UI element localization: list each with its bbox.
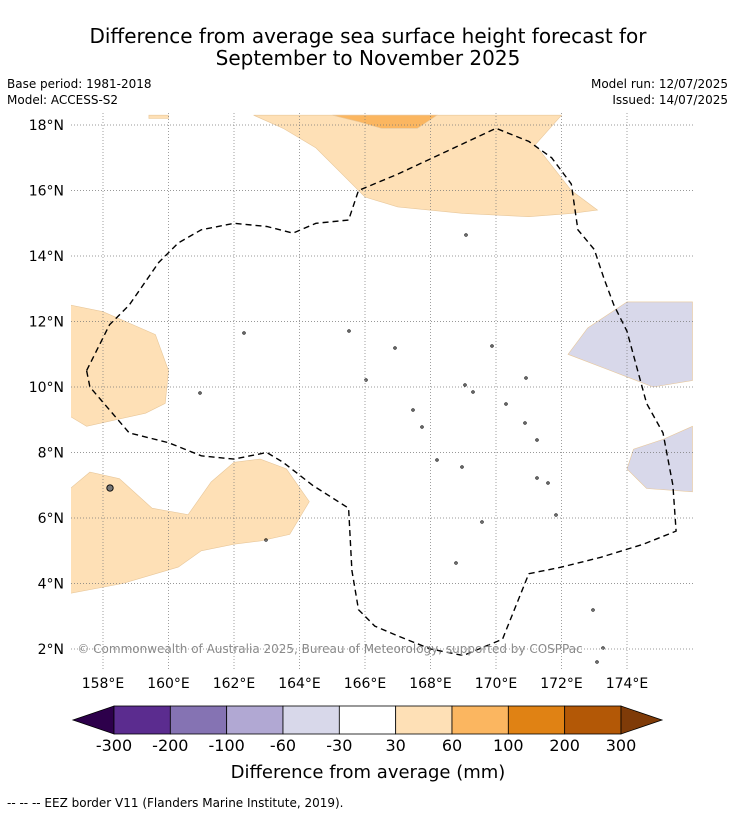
colorbar-swatch — [226, 705, 284, 735]
colorbar-tick-label: -60 — [270, 736, 296, 755]
colorbar-swatch — [451, 705, 509, 735]
x-axis-ticks: 158°E 160°E 162°E 164°E 166°E 168°E 170°E 172°E… — [82, 676, 649, 692]
island-marker — [420, 425, 424, 429]
x-tick-label: 174°E — [606, 676, 649, 692]
x-tick-label: 168°E — [409, 676, 452, 692]
island-marker — [106, 484, 114, 492]
anomaly-region-4 — [71, 304, 169, 427]
colorbar-under-arrow — [71, 705, 115, 735]
eez-footer-note: -- -- -- EEZ border V11 (Flanders Marine… — [7, 796, 344, 810]
colorbar-swatch — [395, 705, 453, 735]
y-tick-label: 10°N — [29, 380, 64, 396]
island-marker — [480, 520, 484, 524]
island-marker — [464, 233, 468, 237]
colorbar-tick-label: -300 — [96, 736, 132, 755]
colorbar-tick-label: 60 — [442, 736, 462, 755]
x-tick-label: 172°E — [540, 676, 583, 692]
x-tick-label: 166°E — [344, 676, 387, 692]
island-outlines — [106, 233, 605, 664]
island-marker — [504, 402, 508, 406]
colorbar-tick-label: 30 — [385, 736, 405, 755]
anomaly-regions — [71, 114, 693, 594]
island-marker — [435, 458, 439, 462]
x-tick-label: 158°E — [82, 676, 125, 692]
chart-title-line1: Difference from average sea surface heig… — [89, 24, 647, 48]
base-period: Base period: 1981-2018 — [7, 77, 152, 91]
copyright-notice: © Commonwealth of Australia 2025, Bureau… — [77, 642, 582, 656]
island-marker — [595, 660, 599, 664]
anomaly-region-7 — [626, 425, 693, 493]
anomaly-region-2 — [253, 114, 599, 218]
y-tick-label: 12°N — [29, 315, 64, 331]
colorbar-swatch — [169, 705, 228, 735]
island-marker — [490, 344, 494, 348]
island-marker — [393, 346, 397, 350]
y-axis-ticks: 2°N 4°N 6°N 8°N 10°N 12°N 14°N 16°N 18°N — [29, 118, 64, 658]
island-marker — [198, 391, 202, 395]
y-tick-label: 6°N — [38, 511, 64, 527]
colorbar: -300 -200 -100 -60 -30 30 60 100 200 300 — [71, 705, 664, 755]
chart-title-line2: September to November 2025 — [215, 46, 521, 70]
colorbar-label: Difference from average (mm) — [231, 762, 506, 783]
island-marker — [463, 383, 467, 387]
anomaly-region-6 — [567, 301, 693, 388]
y-tick-label: 8°N — [38, 446, 64, 462]
anomaly-region-1 — [148, 114, 169, 119]
island-marker — [454, 561, 458, 565]
colorbar-swatch — [507, 705, 566, 735]
island-marker — [242, 331, 246, 335]
island-marker — [554, 513, 558, 517]
y-tick-label: 14°N — [29, 249, 64, 265]
colorbar-tick-label: -30 — [326, 736, 352, 755]
island-marker — [411, 408, 415, 412]
island-marker — [460, 465, 464, 469]
colorbar-tick-label: 200 — [549, 736, 580, 755]
colorbar-over-arrow — [620, 705, 664, 735]
island-marker — [591, 608, 595, 612]
colorbar-tick-label: -200 — [152, 736, 188, 755]
colorbar-tick-label: 300 — [606, 736, 637, 755]
island-marker — [471, 390, 475, 394]
island-marker — [524, 376, 528, 380]
y-tick-label: 2°N — [38, 642, 64, 658]
island-marker — [535, 438, 539, 442]
sea-level-map: 158°E 160°E 162°E 164°E 166°E 168°E 170°E 172°E… — [29, 113, 695, 783]
colorbar-swatch — [113, 705, 171, 735]
y-tick-label: 16°N — [29, 184, 64, 200]
colorbar-tick-label: -100 — [209, 736, 245, 755]
island-marker — [523, 421, 527, 425]
x-tick-label: 160°E — [147, 676, 190, 692]
colorbar-swatch — [282, 705, 340, 735]
colorbar-tick-label: 100 — [493, 736, 524, 755]
map-grid — [71, 113, 695, 670]
island-marker — [264, 538, 268, 542]
colorbar-swatch — [338, 705, 397, 735]
eez-border — [85, 127, 677, 657]
colorbar-swatch — [564, 705, 622, 735]
issued-date: Issued: 14/07/2025 — [612, 93, 728, 107]
x-tick-label: 162°E — [213, 676, 256, 692]
x-tick-label: 170°E — [475, 676, 518, 692]
x-tick-label: 164°E — [278, 676, 321, 692]
island-marker — [546, 481, 550, 485]
y-tick-label: 4°N — [38, 577, 64, 593]
island-marker — [347, 329, 351, 333]
anomaly-region-5 — [71, 458, 310, 594]
model-run: Model run: 12/07/2025 — [590, 77, 728, 91]
y-tick-label: 18°N — [29, 118, 64, 134]
model-name: Model: ACCESS-S2 — [7, 93, 119, 107]
island-marker — [535, 476, 539, 480]
